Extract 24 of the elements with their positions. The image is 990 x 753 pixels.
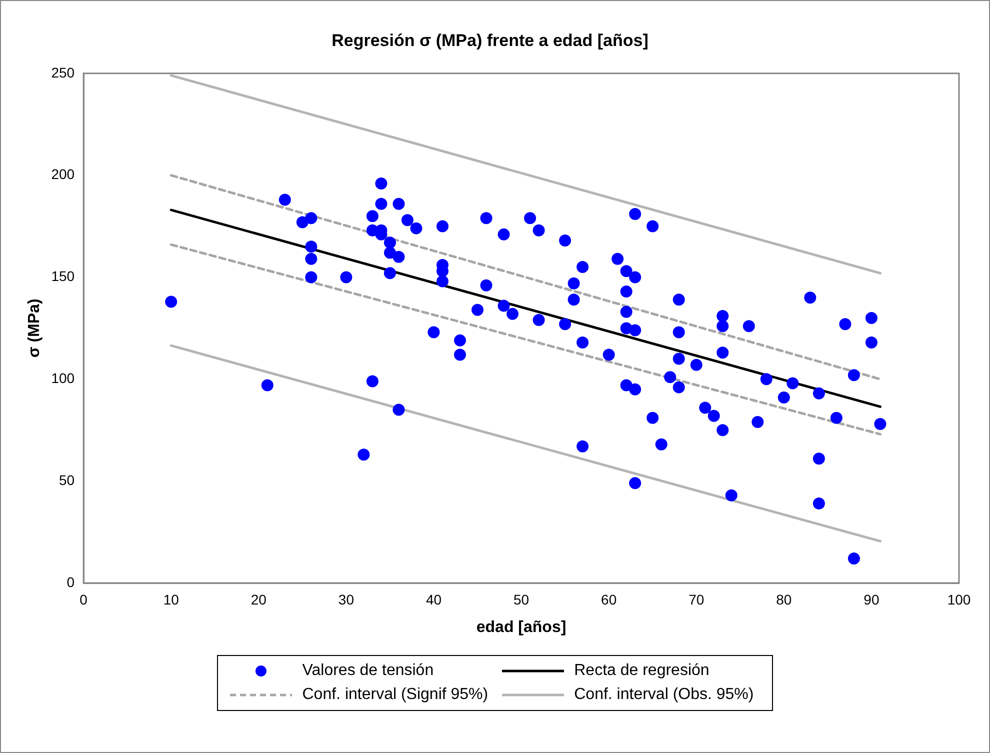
x-tick-label: 100 (947, 591, 971, 608)
y-tick-label: 0 (66, 574, 75, 590)
x-tick-label: 60 (601, 591, 617, 608)
chart-title: Regresión σ (MPa) frente a edad [años] (332, 30, 648, 50)
x-tick-label: 40 (426, 591, 442, 608)
legend-label: Valores de tensión (302, 662, 434, 680)
x-tick-label: 0 (80, 591, 88, 608)
x-axis-title: edad [años] (476, 618, 566, 636)
legend-label: Conf. interval (Signif 95%) (302, 686, 488, 704)
x-tick-label: 30 (338, 591, 354, 608)
y-tick-label: 200 (51, 166, 75, 182)
y-tick-label: 250 (51, 64, 75, 80)
x-tick-label: 90 (864, 591, 880, 608)
x-tick-label: 50 (513, 591, 530, 608)
x-tick-label: 70 (688, 591, 704, 608)
x-tick-label: 10 (163, 591, 180, 608)
x-tick-label: 80 (776, 591, 792, 608)
legend-label: Conf. interval (Obs. 95%) (574, 686, 754, 704)
y-axis-title: σ (MPa) (26, 298, 44, 358)
x-tick-label: 20 (250, 591, 267, 608)
y-tick-label: 150 (51, 268, 75, 284)
y-tick-label: 50 (58, 472, 75, 488)
legend-label: Recta de regresión (574, 662, 710, 680)
y-tick-label: 100 (51, 370, 75, 386)
